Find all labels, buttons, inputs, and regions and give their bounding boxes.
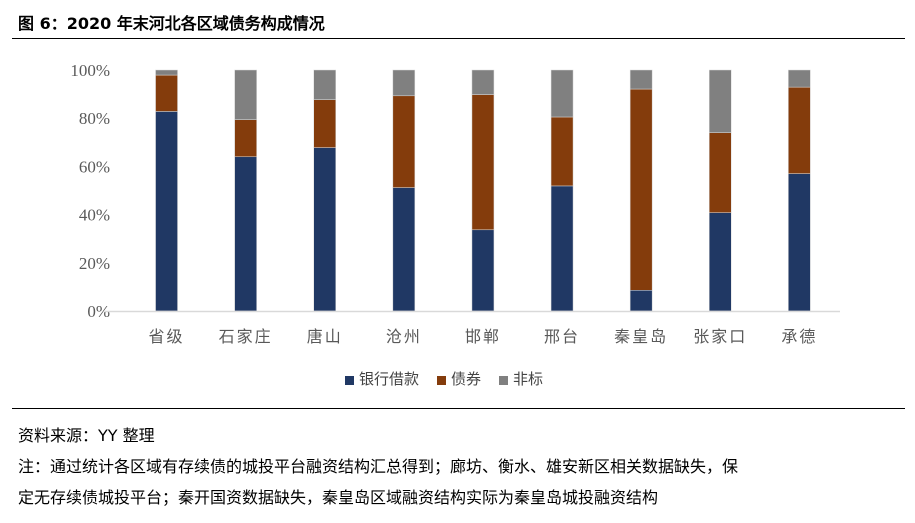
bar-segment-2 (155, 74, 178, 112)
notes: 资料来源：YY 整理 注：通过统计各区域有存续债的城投平台融资结构汇总得到；廊坊… (18, 420, 738, 513)
bar-segment-3 (234, 69, 257, 120)
y-tick-label: 0% (87, 302, 110, 321)
bar-segment-1 (629, 290, 653, 312)
bar-segment-3 (392, 69, 416, 97)
bar-segment-2 (392, 95, 416, 188)
bar-segment-3 (471, 69, 495, 95)
note-line-1: 注：通过统计各区域有存续债的城投平台融资结构汇总得到；廊坊、衡水、雄安新区相关数… (18, 457, 739, 476)
x-tick-label: 邢台 (544, 327, 580, 346)
legend-item-bond: 债券 (437, 368, 481, 389)
y-tick-label: 100% (70, 61, 110, 80)
bar-segment-1 (313, 147, 336, 312)
bar-segment-2 (788, 86, 811, 174)
legend-swatch (437, 375, 447, 385)
note-line-2: 定无存续债城投平台；秦开国资数据缺失，秦皇岛区域融资结构实际为秦皇岛城投融资结构 (18, 488, 659, 507)
x-tick-label: 张家口 (693, 327, 747, 346)
legend-label: 非标 (513, 370, 544, 388)
bar-segment-2 (313, 99, 336, 148)
title-rule (12, 38, 905, 39)
figure-title: 图 6：2020 年末河北各区域债务构成情况 (18, 14, 325, 33)
bar-segment-1 (234, 156, 257, 312)
notes-rule (12, 408, 905, 409)
x-tick-label: 唐山 (307, 327, 343, 346)
x-tick-label: 秦皇岛 (614, 327, 668, 346)
bar-segment-1 (155, 111, 178, 312)
bar-segment-1 (550, 185, 574, 312)
legend-label: 债券 (451, 370, 482, 388)
bar-segment-2 (471, 94, 495, 231)
x-tick-label: 石家庄 (219, 327, 273, 346)
y-tick-label: 80% (79, 109, 110, 128)
x-tick-label: 承德 (781, 327, 817, 346)
bar-segment-1 (788, 173, 811, 312)
bar-segment-3 (313, 69, 336, 100)
legend-item-bank: 银行借款 (345, 368, 419, 389)
bar-segment-3 (155, 69, 178, 76)
bar-segment-2 (629, 88, 653, 291)
bar-segment-1 (709, 212, 732, 312)
y-tick-label: 20% (79, 254, 110, 273)
y-tick-label: 40% (79, 206, 110, 225)
legend: 银行借款 债券 非标 (345, 368, 543, 389)
legend-swatch (499, 375, 509, 385)
bar-segment-3 (550, 69, 574, 118)
bar-segment-3 (629, 69, 653, 90)
bar-segment-2 (234, 119, 257, 158)
bar-segment-2 (550, 116, 574, 187)
legend-label: 银行借款 (359, 370, 420, 388)
y-tick-label: 60% (79, 157, 110, 176)
bar-segment-3 (709, 69, 732, 133)
stacked-bar-chart: 0% 20% 40% 60% 80% 100% 省级 石家庄 唐山 沧州 邯郸 邢台 秦皇岛 张家口 承德 (70, 61, 840, 346)
legend-swatch (345, 375, 354, 385)
x-tick-label: 邯郸 (465, 327, 501, 346)
x-tick-label: 省级 (149, 327, 185, 346)
source-text: 资料来源：YY 整理 (18, 426, 155, 445)
x-tick-label: 沧州 (386, 327, 422, 346)
bar-segment-3 (788, 69, 811, 88)
bar-segment-1 (392, 187, 416, 312)
bar-segment-1 (471, 229, 495, 312)
legend-item-nonstandard: 非标 (499, 368, 543, 389)
bar-segment-2 (709, 132, 732, 213)
